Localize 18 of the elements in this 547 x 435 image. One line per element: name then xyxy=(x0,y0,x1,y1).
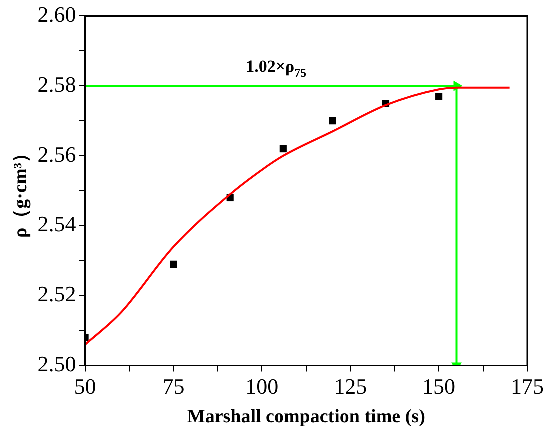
point xyxy=(329,118,336,125)
y-tick-label: 2.56 xyxy=(38,142,76,167)
y-tick-label: 2.58 xyxy=(38,72,76,97)
y-tick-label: 2.50 xyxy=(38,352,76,377)
point xyxy=(170,260,178,268)
x-axis-title: Marshall compaction time (s) xyxy=(187,406,426,428)
y-tick-label: 2.54 xyxy=(38,212,76,237)
x-tick-label: 50 xyxy=(74,374,96,399)
x-tick-label: 125 xyxy=(334,374,368,399)
y-tick-label: 2.60 xyxy=(38,2,76,27)
x-tick-label: 175 xyxy=(511,374,544,399)
x-tick-label: 150 xyxy=(422,374,456,399)
y-axis-title: ρ（g·cm³） xyxy=(10,144,32,238)
point xyxy=(436,93,443,100)
x-tick-label: 75 xyxy=(162,374,185,399)
y-tick-label: 2.52 xyxy=(38,282,76,307)
point xyxy=(280,146,287,153)
x-tick-label: 100 xyxy=(246,374,279,399)
